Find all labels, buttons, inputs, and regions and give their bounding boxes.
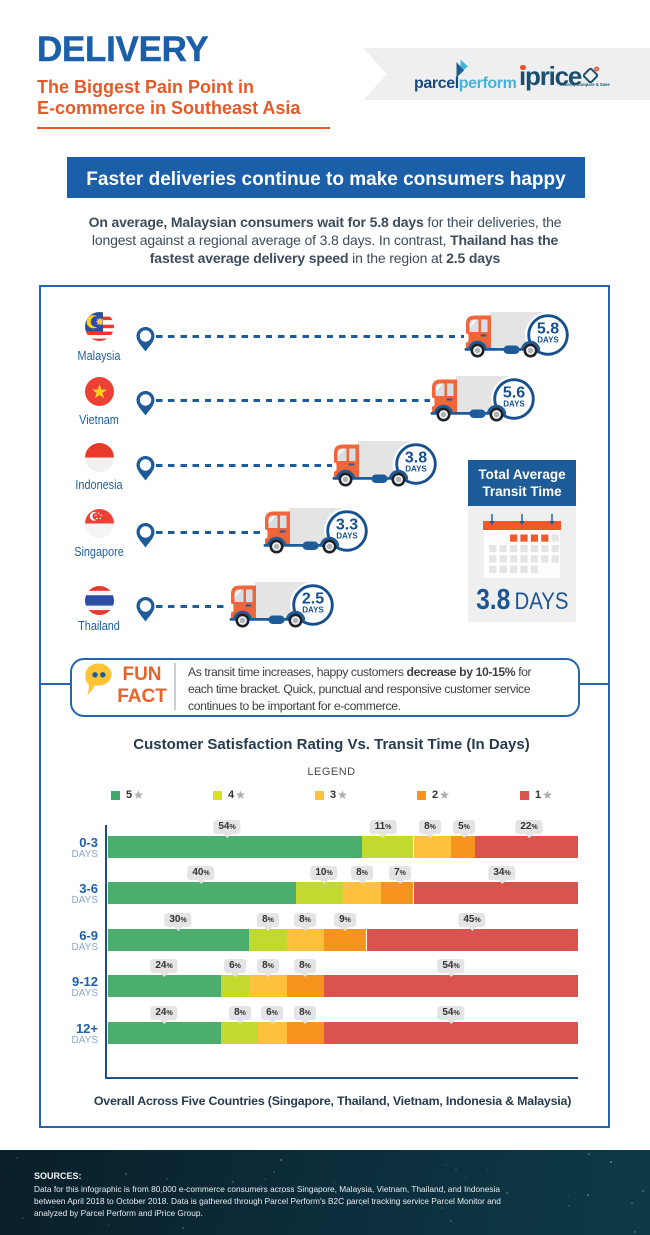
svg-text:DAYS: DAYS (336, 532, 358, 541)
svg-text:DAYS: DAYS (503, 400, 525, 409)
svg-text:DAYS: DAYS (302, 606, 324, 615)
svg-text:2.5: 2.5 (302, 591, 324, 608)
svg-text:DAYS: DAYS (537, 336, 559, 345)
svg-text:3.3: 3.3 (336, 517, 358, 534)
svg-text:5.6: 5.6 (503, 385, 525, 402)
svg-text:5.8: 5.8 (537, 321, 559, 338)
svg-text:3.8: 3.8 (405, 450, 427, 467)
svg-text:DAYS: DAYS (405, 465, 427, 474)
